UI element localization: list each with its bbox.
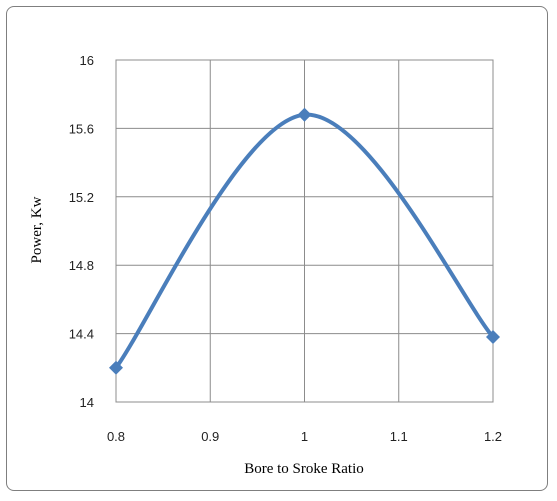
y-tick-label: 14 (80, 395, 94, 410)
data-point-marker (486, 330, 500, 345)
x-tick-label: 0.9 (201, 429, 219, 444)
y-axis-label: Power, Kw (29, 196, 45, 263)
y-tick-label: 15.6 (69, 121, 94, 136)
data-point-marker (297, 107, 312, 122)
x-tick-label: 1 (301, 429, 308, 444)
y-tick-label: 15.2 (69, 190, 94, 205)
y-tick-label: 14.4 (69, 327, 94, 342)
data-point-marker (109, 360, 123, 375)
x-tick-label: 0.8 (107, 429, 125, 444)
x-tick-labels: 0.8 0.9 1 1.1 1.2 (107, 429, 502, 444)
y-tick-labels: 14 14.4 14.8 15.2 15.6 16 (69, 53, 94, 410)
x-axis-label: Bore to Sroke Ratio (244, 461, 364, 477)
data-markers (109, 107, 500, 375)
gridlines (115, 59, 494, 403)
y-tick-label: 14.8 (69, 258, 94, 273)
x-tick-label: 1.1 (390, 429, 408, 444)
x-tick-label: 1.2 (484, 429, 502, 444)
y-tick-label: 16 (80, 53, 94, 68)
